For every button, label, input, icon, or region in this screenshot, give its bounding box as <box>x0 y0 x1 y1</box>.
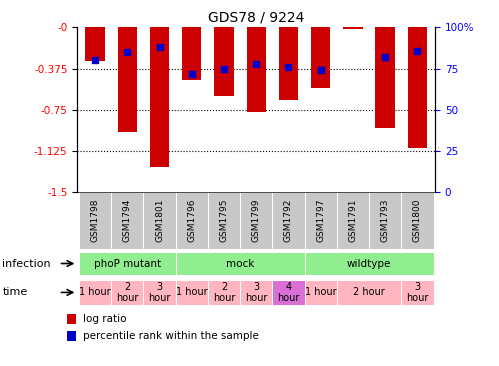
Bar <box>79 252 176 275</box>
Bar <box>375 27 395 128</box>
Text: 2 hour: 2 hour <box>353 287 385 298</box>
Bar <box>208 280 240 305</box>
Text: phoP mutant: phoP mutant <box>94 258 161 269</box>
Bar <box>143 192 176 249</box>
Bar <box>67 314 76 324</box>
Bar <box>401 280 434 305</box>
Bar <box>304 192 337 249</box>
Bar <box>304 252 434 275</box>
Bar <box>272 280 304 305</box>
Text: mock: mock <box>226 258 254 269</box>
Text: 2
hour: 2 hour <box>213 281 235 303</box>
Text: 1 hour: 1 hour <box>305 287 336 298</box>
Text: GSM1800: GSM1800 <box>413 199 422 242</box>
Bar <box>215 27 234 96</box>
Text: GSM1799: GSM1799 <box>251 199 261 242</box>
Text: wildtype: wildtype <box>347 258 391 269</box>
Text: infection: infection <box>2 258 51 269</box>
Bar <box>118 27 137 132</box>
Text: 3
hour: 3 hour <box>406 281 429 303</box>
Text: GSM1792: GSM1792 <box>284 199 293 242</box>
Bar <box>311 27 330 88</box>
Text: percentile rank within the sample: percentile rank within the sample <box>83 331 259 341</box>
Text: 3
hour: 3 hour <box>245 281 267 303</box>
Text: 1 hour: 1 hour <box>176 287 208 298</box>
Text: GSM1794: GSM1794 <box>123 199 132 242</box>
Text: GSM1791: GSM1791 <box>348 199 357 242</box>
Text: GSM1798: GSM1798 <box>91 199 100 242</box>
Bar <box>79 192 111 249</box>
Text: GSM1796: GSM1796 <box>187 199 196 242</box>
Text: log ratio: log ratio <box>83 314 126 324</box>
Bar <box>143 280 176 305</box>
Bar <box>150 27 169 167</box>
Text: 3
hour: 3 hour <box>148 281 171 303</box>
Bar <box>176 252 304 275</box>
Bar <box>111 280 143 305</box>
Bar <box>85 27 105 61</box>
Title: GDS78 / 9224: GDS78 / 9224 <box>208 11 304 25</box>
Bar <box>176 280 208 305</box>
Text: GSM1801: GSM1801 <box>155 199 164 242</box>
Bar <box>67 331 76 341</box>
Text: GSM1793: GSM1793 <box>381 199 390 242</box>
Bar <box>111 192 143 249</box>
Bar <box>247 27 266 112</box>
Text: GSM1795: GSM1795 <box>220 199 229 242</box>
Bar <box>79 280 111 305</box>
Text: time: time <box>2 287 28 298</box>
Text: 1 hour: 1 hour <box>79 287 111 298</box>
Bar <box>176 192 208 249</box>
Text: 4
hour: 4 hour <box>277 281 300 303</box>
Text: GSM1797: GSM1797 <box>316 199 325 242</box>
Bar <box>182 27 202 80</box>
Bar <box>337 192 369 249</box>
Bar <box>272 192 304 249</box>
Bar <box>240 280 272 305</box>
Bar <box>343 27 363 29</box>
Bar <box>337 280 401 305</box>
Bar <box>240 192 272 249</box>
Bar <box>369 192 401 249</box>
Bar <box>408 27 427 148</box>
Bar <box>279 27 298 100</box>
Bar <box>304 280 337 305</box>
Bar <box>401 192 434 249</box>
Text: 2
hour: 2 hour <box>116 281 139 303</box>
Bar <box>208 192 240 249</box>
